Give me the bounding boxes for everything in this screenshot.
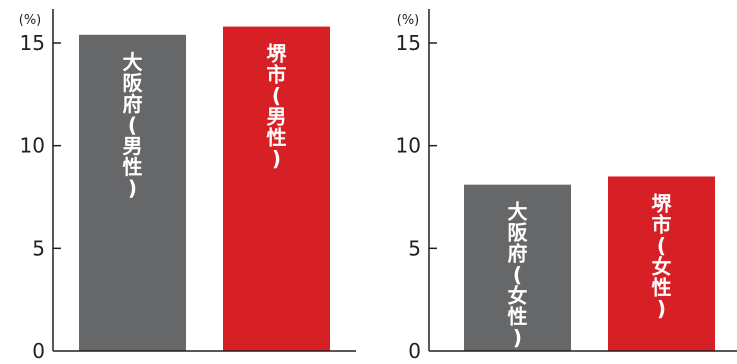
bar-label-osaka: 大阪府(女性) — [508, 200, 529, 350]
y-unit-label: (%) — [397, 13, 420, 28]
y-tick-label: 15 — [396, 31, 421, 55]
bar-label-sakai: 堺市(女性) — [652, 191, 673, 320]
y-tick-label: 0 — [32, 339, 45, 360]
bar-label-sakai: 堺市(男性) — [267, 42, 288, 171]
chart-2: 大阪府(女性) 堺市(女性) 0 5 10 15 (%) — [396, 9, 737, 363]
y-tick-label: 0 — [408, 339, 421, 360]
bar-sakai — [608, 176, 715, 351]
y-tick-label: 10 — [396, 134, 421, 158]
chart-1: 大阪府(男性) 堺市(男性) 0 5 10 15 (%) — [19, 9, 356, 363]
bar-sakai — [223, 26, 330, 351]
y-tick-label: 10 — [20, 134, 45, 158]
bar-osaka — [464, 184, 571, 351]
y-tick-label: 15 — [20, 31, 45, 55]
y-unit-label: (%) — [19, 13, 42, 28]
bar-osaka — [79, 34, 186, 351]
bar-label-osaka: 大阪府(男性) — [123, 50, 144, 200]
y-tick-label: 5 — [408, 236, 421, 260]
y-tick-label: 5 — [32, 236, 45, 260]
